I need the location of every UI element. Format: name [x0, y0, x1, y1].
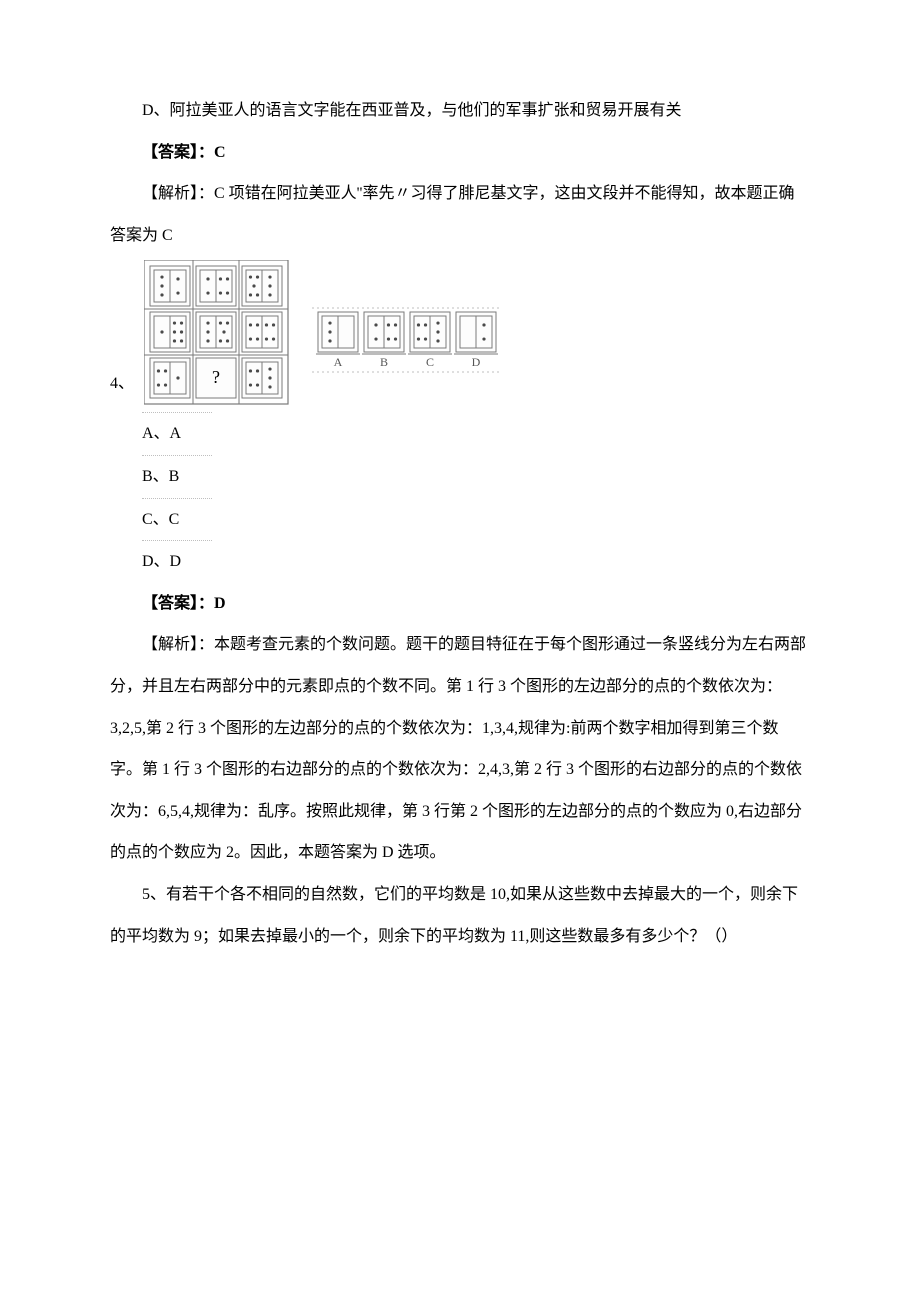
q4-option-a: A、A — [142, 412, 212, 455]
q3-option-d: D、阿拉美亚人的语言文字能在西亚普及，与他们的军事扩张和贸易开展有关 — [110, 90, 810, 132]
q4-option-d: D、D — [142, 540, 212, 583]
q4-figure-row: 4、 ? A B C D — [110, 260, 810, 408]
q4-analysis: 【解析】：本题考查元素的个数问题。题干的题目特征在于每个图形通过一条竖线分为左右… — [110, 624, 810, 874]
q3-answer: 【答案】：C — [110, 132, 810, 174]
q4-figure: ? A B C D — [144, 260, 512, 408]
q4-option-c: C、C — [142, 498, 212, 541]
q3-analysis: 【解析】：C 项错在阿拉美亚人''率先〃习得了腓尼基文字，这由文段并不能得知，故… — [110, 173, 810, 256]
svg-text:D: D — [472, 355, 481, 369]
svg-text:B: B — [380, 355, 388, 369]
svg-text:A: A — [334, 355, 343, 369]
svg-text:C: C — [426, 355, 434, 369]
q4-options: A、A B、B C、C D、D — [142, 412, 810, 582]
q4-option-b: B、B — [142, 455, 212, 498]
document-page: D、阿拉美亚人的语言文字能在西亚普及，与他们的军事扩张和贸易开展有关 【答案】：… — [0, 0, 920, 1017]
q5-text: 5、有若干个各不相同的自然数，它们的平均数是 10,如果从这些数中去掉最大的一个… — [110, 874, 810, 957]
svg-text:?: ? — [212, 367, 220, 387]
q4-answer: 【答案】：D — [110, 583, 810, 625]
q4-number: 4、 — [110, 363, 134, 409]
